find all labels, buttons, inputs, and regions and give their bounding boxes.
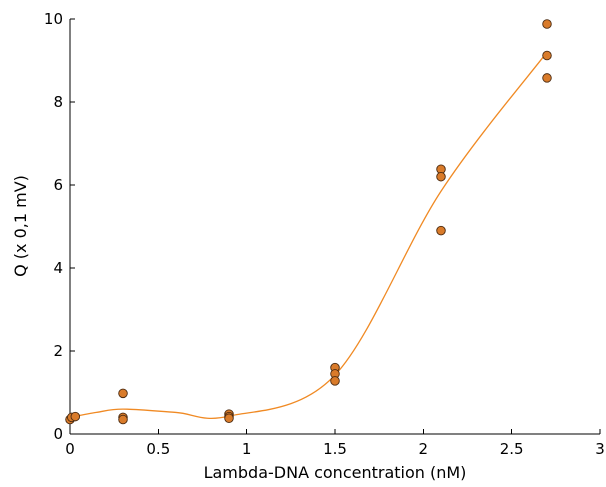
y-tick-label: 4 <box>53 259 63 277</box>
y-tick-label: 2 <box>53 342 63 360</box>
data-point <box>118 414 128 425</box>
data-point <box>118 388 128 399</box>
fit-line <box>69 51 548 420</box>
x-tick-label: 0 <box>65 440 75 458</box>
y-ticks: 0 2 4 6 8 10 <box>44 10 75 443</box>
data-point <box>542 50 552 61</box>
data-point <box>330 376 340 386</box>
x-tick-label: 2 <box>419 440 429 458</box>
fit-line-group <box>69 51 548 420</box>
x-tick-label: 1.5 <box>323 440 347 458</box>
y-axis-label: Q (x 0,1 mV) <box>11 175 30 277</box>
y-tick-label: 10 <box>44 10 63 28</box>
data-point <box>436 225 446 236</box>
data-point <box>224 413 234 423</box>
data-point <box>436 171 446 182</box>
x-tick-label: 1 <box>242 440 252 458</box>
x-tick-label: 2.5 <box>500 440 524 458</box>
data-point <box>542 19 552 29</box>
data-point <box>542 73 552 83</box>
y-tick-label: 6 <box>53 176 63 194</box>
y-tick-label: 0 <box>53 425 63 443</box>
points-group <box>65 19 552 425</box>
x-ticks: 0 0.5 1 1.5 2 2.5 3 <box>65 429 605 458</box>
x-axis-label: Lambda-DNA concentration (nM) <box>204 463 467 482</box>
y-tick-label: 8 <box>53 93 63 111</box>
x-tick-label: 0.5 <box>146 440 170 458</box>
x-tick-label: 3 <box>595 440 605 458</box>
data-point <box>70 411 81 422</box>
